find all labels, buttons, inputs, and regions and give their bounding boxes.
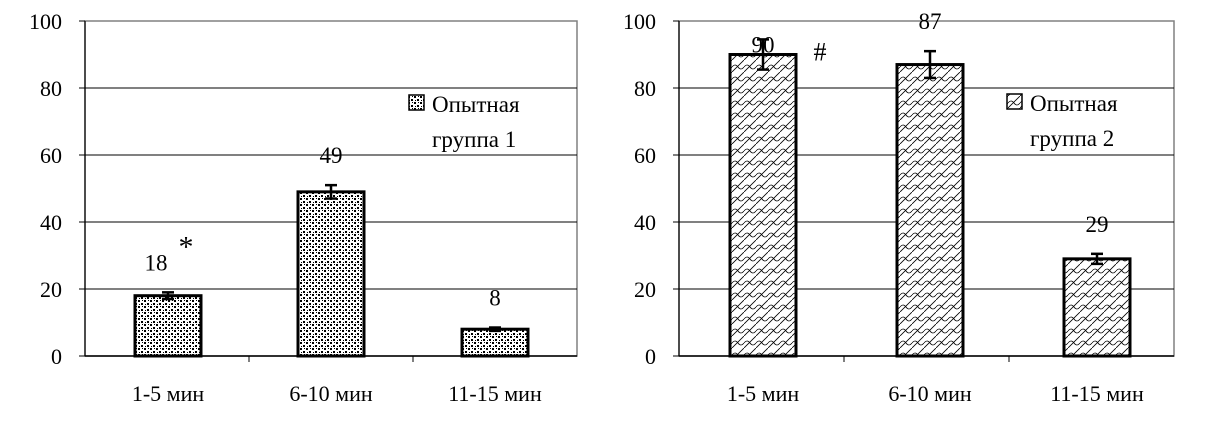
y-tick-label: 0 <box>645 344 656 369</box>
data-label: 90 <box>752 33 775 58</box>
significance-marker: * <box>179 230 194 263</box>
x-tick-label: 6-10 мин <box>888 381 972 406</box>
bar <box>1062 257 1132 358</box>
x-tick-label: 6-10 мин <box>289 381 373 406</box>
y-tick-label: 60 <box>634 143 656 168</box>
legend-right: Опытная группа 2 <box>1006 91 1118 151</box>
data-label: 49 <box>320 143 343 168</box>
y-tick-label: 20 <box>40 277 62 302</box>
bar <box>296 190 366 358</box>
y-tick-label: 60 <box>40 143 62 168</box>
data-label: 18 <box>145 250 168 275</box>
data-label: 29 <box>1086 212 1109 237</box>
bars-left: 18 49 8 * <box>133 143 530 358</box>
x-tick-label: 1-5 мин <box>727 381 800 406</box>
legend-label-right-line1: Опытная <box>1030 91 1118 116</box>
bars-right: 90 87 29 # <box>728 9 1132 358</box>
data-label: 87 <box>919 9 942 34</box>
legend-label-left-line2: группа 1 <box>432 127 516 152</box>
x-tick-label: 11-15 мин <box>448 381 542 406</box>
data-label: 8 <box>489 286 501 311</box>
legend-label-right-line2: группа 2 <box>1030 126 1114 151</box>
significance-marker: # <box>814 38 827 67</box>
bar <box>728 53 798 358</box>
y-tick-label: 100 <box>623 9 656 34</box>
y-tick-label: 40 <box>634 210 656 235</box>
chart-left: 0 20 40 60 80 100 18 49 8 * 1-5 мин 6-10 мин 11-15… <box>29 9 578 406</box>
y-axis-right: 0 20 40 60 80 100 <box>623 9 680 369</box>
x-axis-right: 1-5 мин 6-10 мин 11-15 мин <box>679 355 1174 406</box>
x-axis-left: 1-5 мин 6-10 мин 11-15 мин <box>85 355 577 406</box>
bar <box>460 327 530 358</box>
y-tick-label: 80 <box>40 76 62 101</box>
y-tick-label: 80 <box>634 76 656 101</box>
legend-left: Опытная группа 1 <box>408 92 520 152</box>
legend-swatch-right <box>1006 93 1023 110</box>
x-tick-label: 11-15 мин <box>1050 381 1144 406</box>
x-tick-label: 1-5 мин <box>132 381 205 406</box>
y-tick-label: 100 <box>29 9 62 34</box>
y-tick-label: 20 <box>634 277 656 302</box>
y-tick-label: 40 <box>40 210 62 235</box>
bar <box>895 63 965 358</box>
bar <box>133 294 203 358</box>
legend-swatch-left <box>408 94 425 111</box>
y-tick-label: 0 <box>51 344 62 369</box>
chart-right: 0 20 40 60 80 100 90 87 29 # 1-5 мин 6-10 мин 11-1… <box>623 9 1175 406</box>
y-axis-left: 0 20 40 60 80 100 <box>29 9 86 369</box>
legend-label-left-line1: Опытная <box>432 92 520 117</box>
